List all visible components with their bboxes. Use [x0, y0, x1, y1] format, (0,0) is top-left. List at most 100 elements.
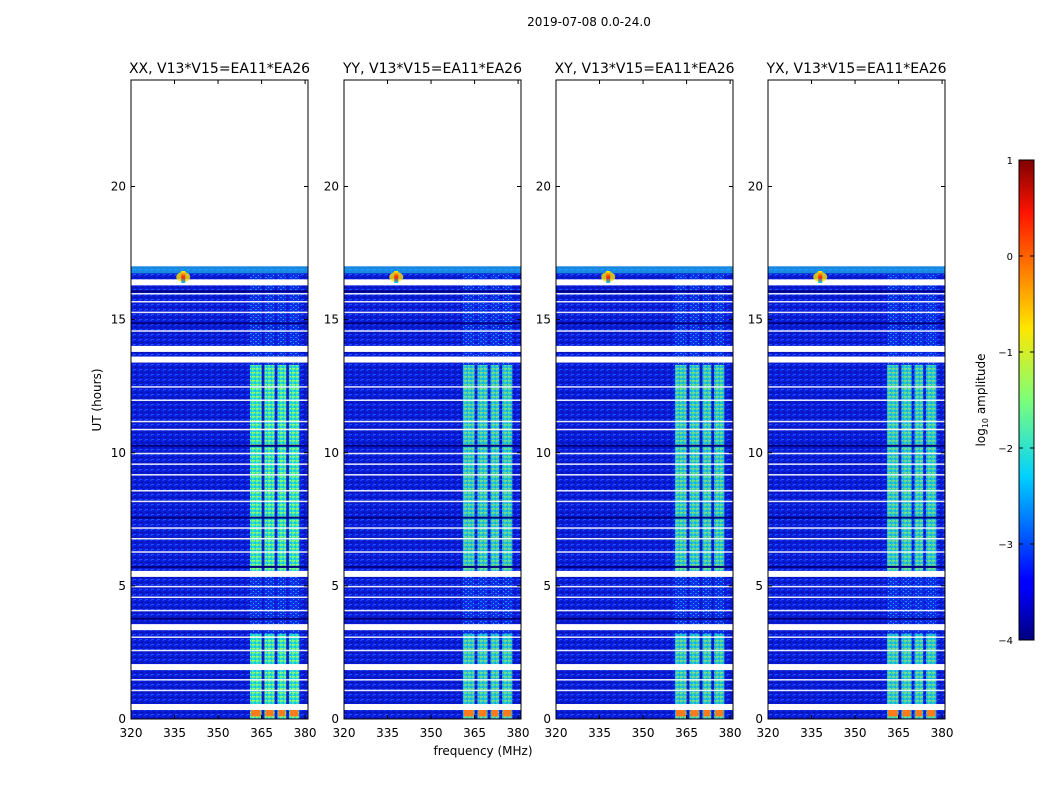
- colorbar-tick-label: 0: [1007, 252, 1013, 263]
- x-tick-label: 350: [844, 726, 867, 740]
- dark-row-2: [344, 322, 521, 325]
- thin-flag-4: [344, 330, 521, 332]
- y-tick-label: 5: [331, 579, 339, 593]
- thin-flag-2: [344, 300, 521, 303]
- thin-flag-9: [556, 452, 733, 455]
- thin-flag-6: [556, 399, 733, 401]
- x-tick-label: 380: [294, 726, 317, 740]
- rfi-subband-4-active-1: [289, 633, 300, 719]
- thin-flag-22: [556, 679, 733, 681]
- dark-row-1: [344, 565, 521, 568]
- dark-row-3: [768, 290, 945, 293]
- thin-flag-17: [131, 585, 308, 588]
- colorbar: 10−1−2−3−4 log10 amplitude: [974, 156, 1035, 647]
- x-tick-label: 335: [800, 726, 823, 740]
- x-tick-label: 365: [250, 726, 273, 740]
- thin-flag-23: [768, 689, 945, 692]
- thin-flag-19: [768, 609, 945, 612]
- flagged-row-5: [556, 356, 733, 363]
- flagged-row-1: [768, 704, 945, 711]
- rfi-subband-2-active-1: [901, 633, 912, 719]
- bright-spot: [394, 271, 399, 284]
- dark-row-4: [768, 444, 945, 447]
- panel-3: XY, V13*V15=EA11*EA26 320 335 350 365 380 0 5 10…: [536, 61, 742, 740]
- flagged-row-7: [344, 279, 521, 286]
- x-tick-label: 365: [675, 726, 698, 740]
- x-tick-label: 365: [463, 726, 486, 740]
- colorbar-label-sub: 10: [981, 418, 990, 428]
- rfi-subband-1-active-1: [462, 633, 475, 719]
- panel-frame: [555, 79, 734, 720]
- panel-2: YY, V13*V15=EA11*EA26 320 335 350 365 380 0 5 10…: [324, 61, 530, 740]
- flagged-row-4: [131, 570, 308, 577]
- thin-flag-4: [768, 330, 945, 332]
- rfi-subband-4-active-2: [502, 364, 513, 573]
- rfi-subband-4-hot: [290, 707, 299, 717]
- rfi-subband-4-active-2: [714, 364, 725, 573]
- colorbar-tick-label: 1: [1007, 156, 1013, 167]
- thin-flag-15: [556, 537, 733, 540]
- flagged-row-3: [556, 624, 733, 631]
- dark-row-5: [768, 516, 945, 519]
- panel-4: YX, V13*V15=EA11*EA26 320 335 350 365 380 0 5 10…: [748, 61, 954, 740]
- thin-flag-2: [131, 300, 308, 303]
- dark-row-6: [768, 617, 945, 620]
- thin-flag-7: [768, 420, 945, 423]
- thin-flag-18: [768, 596, 945, 599]
- thin-flag-3: [556, 311, 733, 314]
- thin-flag-10: [344, 463, 521, 465]
- thin-flag-15: [344, 537, 521, 540]
- y-tick-label: 15: [748, 313, 763, 327]
- thin-flag-22: [768, 679, 945, 681]
- thin-flag-9: [768, 452, 945, 455]
- flagged-row-3: [768, 624, 945, 631]
- x-tick-label: 350: [420, 726, 443, 740]
- rfi-subband-3-active-2: [277, 364, 287, 573]
- colorbar-label-suffix: amplitude: [974, 354, 988, 418]
- thin-flag-21: [556, 649, 733, 652]
- rfi-subband-2-active-2: [689, 364, 700, 573]
- rfi-subband-4-hot: [503, 707, 512, 717]
- thin-flag-11: [768, 474, 945, 476]
- heatmap-edge-band: [556, 266, 733, 274]
- rfi-subband-3-hot: [703, 707, 711, 717]
- thin-flag-12: [768, 490, 945, 492]
- rfi-subband-3-active-1: [702, 633, 712, 719]
- thin-flag-9: [344, 452, 521, 455]
- flagged-row-3: [344, 624, 521, 631]
- thin-flag-11: [131, 474, 308, 476]
- rfi-subband-3-hot: [915, 707, 923, 717]
- thin-flag-11: [344, 474, 521, 476]
- panel-title: XY, V13*V15=EA11*EA26: [554, 61, 734, 77]
- thin-flag-7: [131, 420, 308, 423]
- rfi-subband-4-hot: [715, 707, 724, 717]
- dark-row-4: [131, 444, 308, 447]
- dark-row-1: [556, 565, 733, 568]
- x-tick-label: 320: [120, 726, 143, 740]
- thin-flag-22: [131, 679, 308, 681]
- rfi-subband-2-active-1: [477, 633, 488, 719]
- rfi-subband-4-active-1: [714, 633, 725, 719]
- flagged-row-1: [344, 704, 521, 711]
- thin-flag-21: [768, 649, 945, 652]
- rfi-subband-1-active-1: [886, 633, 899, 719]
- bright-spot: [181, 271, 186, 284]
- rfi-subband-2-active-2: [901, 364, 912, 573]
- thin-flag-16: [131, 551, 308, 553]
- thin-flag-7: [556, 420, 733, 423]
- y-tick-label: 20: [536, 180, 551, 194]
- x-tick-label: 320: [333, 726, 356, 740]
- x-tick-label: 365: [887, 726, 910, 740]
- thin-flag-17: [768, 585, 945, 588]
- x-tick-label: 380: [931, 726, 954, 740]
- thin-flag-10: [768, 463, 945, 465]
- thin-flag-12: [131, 490, 308, 492]
- y-tick-label: 0: [331, 712, 339, 726]
- thin-flag-19: [344, 609, 521, 612]
- thin-flag-5: [344, 386, 521, 388]
- dark-row-6: [131, 617, 308, 620]
- thin-flag-20: [344, 636, 521, 638]
- thin-flag-18: [131, 596, 308, 599]
- thin-flag-14: [344, 527, 521, 529]
- dark-row-3: [344, 290, 521, 293]
